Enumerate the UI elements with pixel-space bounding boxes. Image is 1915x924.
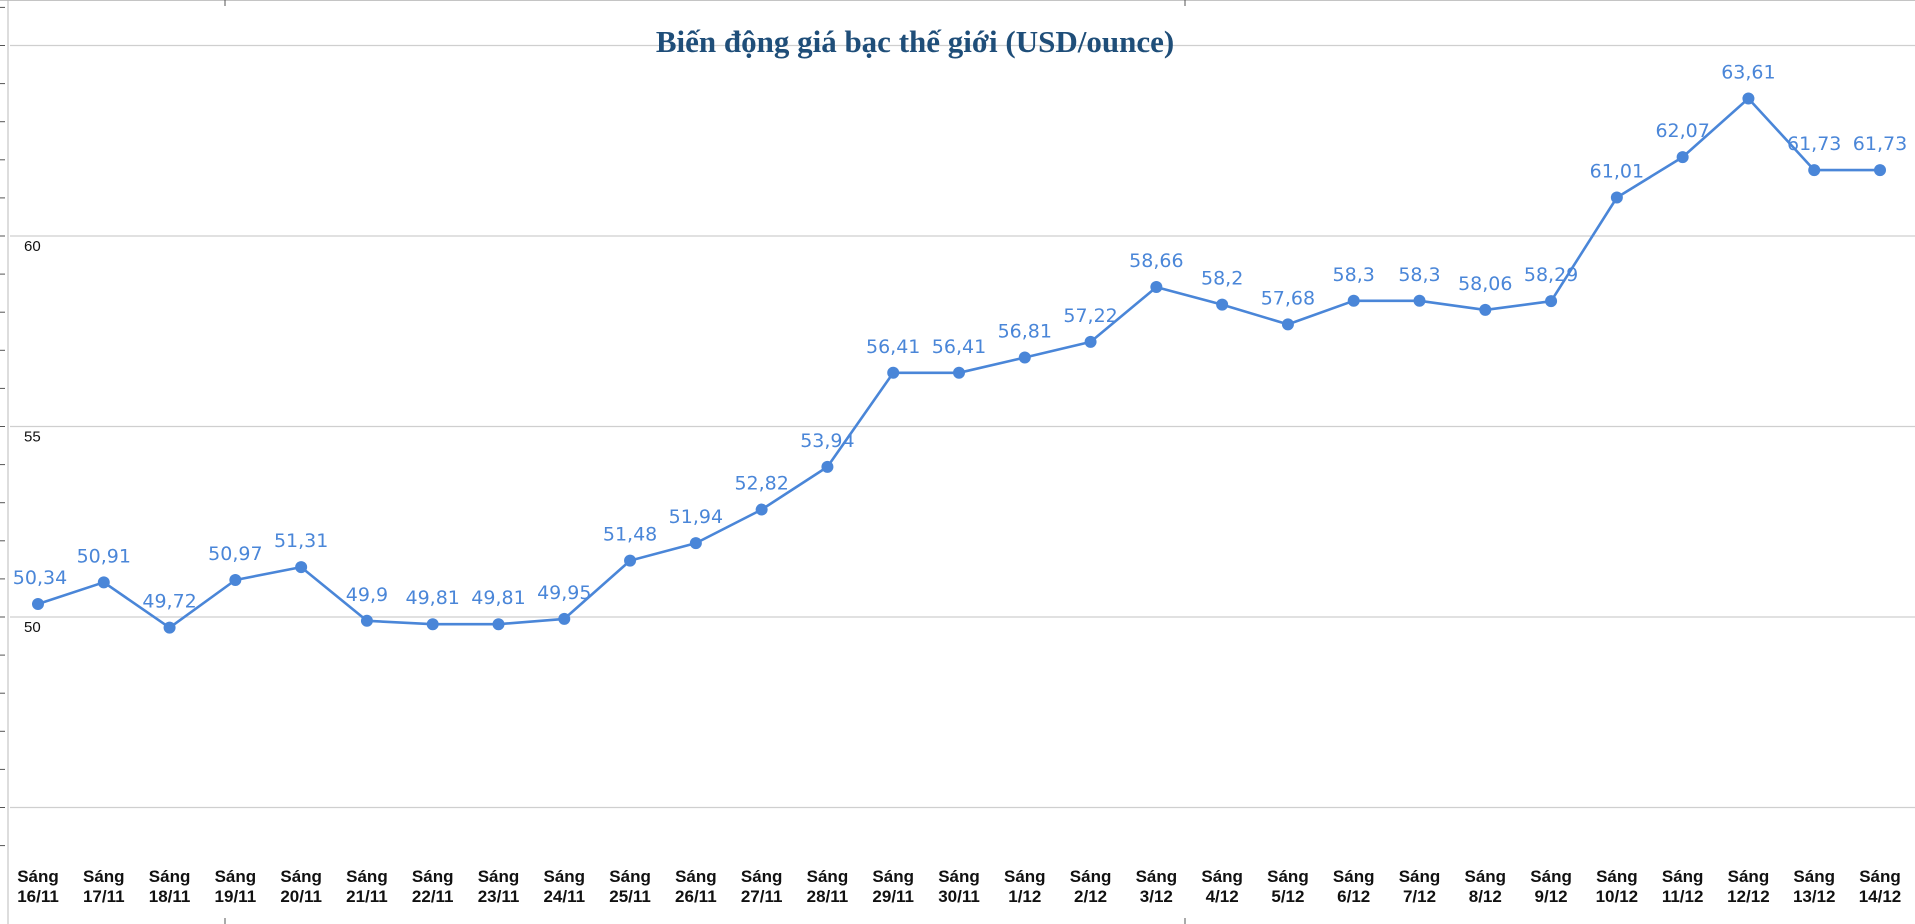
x-tick-label: Sáng 24/11	[543, 867, 585, 906]
data-label: 58,3	[1398, 264, 1440, 286]
data-label: 51,94	[669, 506, 723, 528]
x-tick-label: Sáng 6/12	[1333, 867, 1375, 906]
data-point	[1479, 303, 1492, 316]
x-tick-label: Sáng 23/11	[478, 867, 520, 906]
data-point	[1676, 151, 1689, 164]
x-tick-label: Sáng 11/12	[1662, 867, 1704, 906]
chart-title: Biến động giá bạc thế giới (USD/ounce)	[656, 24, 1174, 59]
data-point	[624, 554, 637, 567]
x-tick-label: Sáng 17/11	[83, 867, 125, 906]
y-tick-label-55: 55	[24, 429, 41, 446]
x-tick-label: Sáng 29/11	[872, 867, 914, 906]
data-point	[953, 366, 965, 379]
x-tick-label: Sáng 22/11	[412, 867, 454, 906]
x-tick-label: Sáng 5/12	[1267, 867, 1309, 906]
data-label: 49,95	[537, 582, 591, 604]
x-tick-label: Sáng 13/12	[1793, 867, 1836, 906]
data-label: 56,41	[932, 336, 986, 358]
data-point	[1413, 294, 1426, 307]
data-label: 51,31	[274, 530, 328, 552]
data-label: 49,72	[142, 591, 196, 613]
data-point	[229, 574, 242, 587]
data-point	[32, 598, 44, 611]
data-point	[821, 460, 834, 473]
data-label: 53,94	[800, 430, 854, 452]
data-label: 49,81	[471, 587, 525, 609]
data-point	[1347, 294, 1360, 307]
x-tick-label: Sáng 18/11	[149, 867, 191, 906]
data-label: 56,81	[998, 321, 1052, 343]
gridlines	[10, 44, 1915, 809]
x-tick-label: Sáng 25/11	[609, 867, 651, 906]
data-label: 57,22	[1063, 305, 1117, 327]
x-tick-label: Sáng 9/12	[1530, 867, 1572, 906]
data-point	[360, 614, 373, 627]
data-label: 58,2	[1201, 268, 1243, 290]
data-point	[755, 503, 768, 516]
data-point	[1281, 318, 1294, 331]
data-points	[32, 92, 1886, 634]
x-tick-label: Sáng 27/11	[741, 867, 783, 906]
data-label: 50,97	[208, 543, 262, 565]
data-point	[97, 576, 110, 589]
data-label: 50,91	[77, 545, 131, 567]
data-point	[1545, 295, 1558, 308]
data-point	[887, 366, 900, 379]
x-axis-labels: Sáng 16/11 Sáng 17/11 Sáng 18/11 Sáng 19/11 Sáng…	[17, 867, 1901, 906]
data-point	[689, 537, 702, 550]
x-tick-label: Sáng 12/12	[1727, 867, 1770, 906]
x-tick-label: Sáng 26/11	[675, 867, 717, 906]
x-tick-label: Sáng 3/12	[1136, 867, 1178, 906]
data-label: 56,41	[866, 336, 920, 358]
x-tick-label: Sáng 21/11	[346, 867, 388, 906]
x-tick-label: Sáng 2/12	[1070, 867, 1112, 906]
data-label: 63,61	[1721, 61, 1775, 83]
data-label: 49,9	[346, 584, 388, 606]
data-point	[1018, 351, 1031, 364]
data-point	[1150, 281, 1163, 294]
data-point	[1742, 92, 1755, 105]
data-point	[558, 612, 571, 625]
data-label: 62,07	[1655, 120, 1709, 142]
x-tick-label: Sáng 7/12	[1399, 867, 1441, 906]
data-point	[163, 621, 176, 634]
data-label: 61,73	[1787, 133, 1841, 155]
data-label: 61,73	[1853, 133, 1907, 155]
data-label: 57,68	[1261, 287, 1315, 309]
data-label: 51,48	[603, 524, 657, 546]
x-tick-label: Sáng 10/12	[1596, 867, 1639, 906]
data-labels: 50,34 50,91 49,72 50,97 51,31 49,9 49,81 49,81 4…	[13, 61, 1907, 612]
x-tick-label: Sáng 28/11	[807, 867, 849, 906]
x-tick-label: Sáng 1/12	[1004, 867, 1046, 906]
data-label: 49,81	[406, 587, 460, 609]
data-label: 58,66	[1129, 250, 1183, 272]
data-point	[1216, 298, 1229, 311]
x-tick-label: Sáng 4/12	[1201, 867, 1243, 906]
x-tick-label: Sáng 30/11	[938, 867, 980, 906]
data-point	[1610, 191, 1623, 204]
y-tick-label-60: 60	[24, 238, 41, 255]
data-point	[1808, 164, 1821, 177]
data-label: 58,29	[1524, 264, 1578, 286]
y-axis-labels: 50 55 60	[24, 238, 41, 636]
data-point	[426, 618, 439, 631]
x-tick-label: Sáng 8/12	[1465, 867, 1507, 906]
data-point	[492, 618, 505, 631]
x-tick-label: Sáng 16/11	[17, 867, 59, 906]
x-tick-label: Sáng 19/11	[215, 867, 257, 906]
data-point	[1084, 335, 1097, 348]
x-tick-label: Sáng 20/11	[280, 867, 322, 906]
x-tick-label: Sáng 14/12	[1859, 867, 1902, 906]
data-point	[295, 561, 308, 574]
y-tick-label-50: 50	[24, 619, 41, 636]
data-label: 58,06	[1458, 273, 1512, 295]
data-label: 50,34	[13, 567, 67, 589]
data-label: 52,82	[734, 473, 788, 495]
data-label: 58,3	[1333, 264, 1375, 286]
data-label: 61,01	[1590, 161, 1644, 183]
data-point	[1874, 164, 1886, 177]
